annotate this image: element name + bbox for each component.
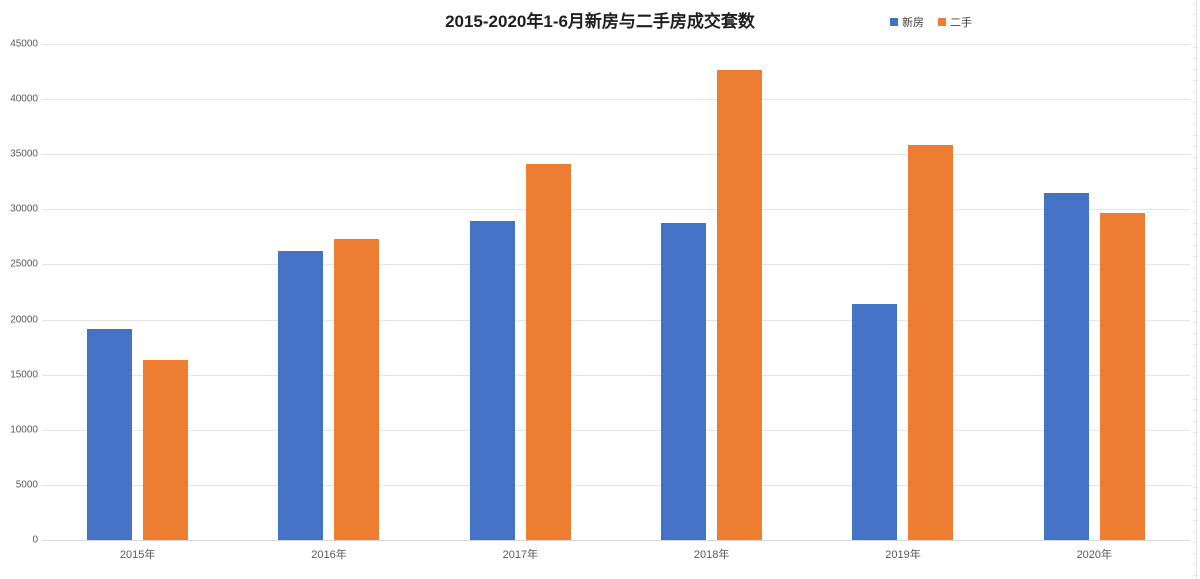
y-tick-label: 0: [32, 534, 38, 546]
bar-二手-2019年: [908, 145, 954, 540]
y-tick-label: 40000: [10, 93, 38, 105]
x-tick-label: 2016年: [311, 549, 347, 561]
y-tick-label: 5000: [15, 479, 38, 491]
gridline: [42, 44, 1190, 45]
bar-group-2020年: [999, 44, 1190, 540]
y-tick-label: 30000: [10, 203, 38, 215]
y-tick-label: 10000: [10, 424, 38, 436]
gridline: [42, 154, 1190, 156]
bar-二手-2017年: [525, 164, 571, 540]
x-axis-line: [42, 540, 1190, 541]
gridline: [42, 319, 1190, 321]
legend-item-1: 二手: [938, 14, 972, 30]
y-tick-label: 45000: [10, 38, 38, 50]
chart-title: 2015-2020年1-6月新房与二手房成交套数: [445, 12, 755, 31]
bar-group-2016年: [233, 44, 424, 540]
bar-二手-2015年: [143, 360, 189, 540]
legend-swatch-icon: [890, 18, 898, 26]
bar-二手-2020年: [1099, 212, 1145, 540]
x-tick-label: 2019年: [885, 549, 921, 561]
bar-新房-2016年: [278, 251, 324, 540]
gridline: [42, 429, 1190, 431]
x-axis: 2015年 2016年 2017年 2018年 2019年 2020年: [42, 546, 1190, 562]
y-tick-label: 35000: [10, 148, 38, 160]
legend-label: 新房: [902, 17, 924, 29]
plot-area: [42, 44, 1190, 541]
y-tick-label: 15000: [10, 369, 38, 381]
right-edge-ruler-ticks: [1193, 3, 1197, 579]
gridline: [42, 374, 1190, 376]
legend-swatch-icon: [938, 18, 946, 26]
gridline: [42, 209, 1190, 211]
bar-group-2017年: [425, 44, 616, 540]
bar-group-2015年: [42, 44, 233, 540]
bar-新房-2020年: [1043, 192, 1089, 540]
y-axis: 0 5000 10000 15000 20000 25000 30000 35000 40000…: [0, 39, 38, 546]
bar-新房-2017年: [469, 221, 515, 540]
y-tick-label: 25000: [10, 258, 38, 270]
x-tick-label: 2015年: [119, 549, 156, 561]
gridline: [42, 264, 1190, 266]
bar-新房-2015年: [87, 329, 133, 540]
gridline: [42, 99, 1190, 101]
bar-group-2019年: [807, 44, 998, 540]
bar-groups: [42, 44, 1190, 540]
bar-新房-2018年: [661, 222, 707, 540]
x-tick-label: 2020年: [1076, 549, 1113, 561]
bar-二手-2018年: [717, 70, 763, 540]
legend-item-0: 新房: [890, 14, 924, 30]
bar-新房-2019年: [852, 304, 898, 540]
bar-group-2018年: [616, 44, 807, 540]
legend-label: 二手: [950, 17, 972, 29]
gridline: [42, 484, 1190, 486]
legend: 新房 二手: [890, 14, 972, 30]
y-tick-label: 20000: [10, 314, 38, 326]
bar-二手-2016年: [334, 239, 380, 540]
x-tick-label: 2017年: [502, 549, 539, 561]
x-tick-label: 2018年: [693, 549, 730, 561]
